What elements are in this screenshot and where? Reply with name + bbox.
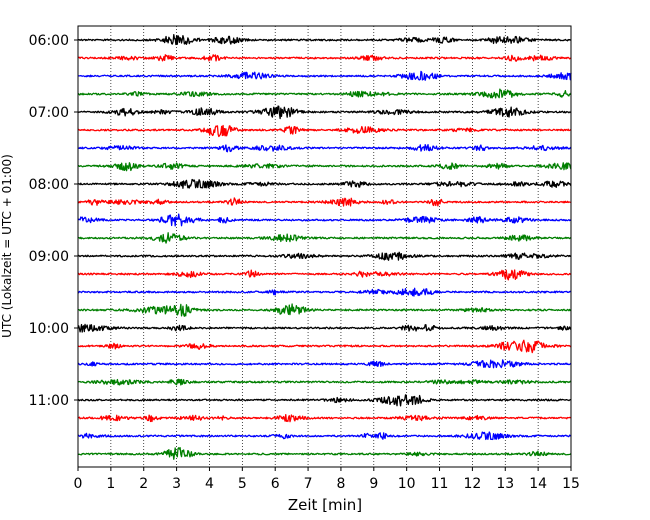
seismogram-trace <box>77 431 572 441</box>
seismogram-trace <box>77 162 572 172</box>
x-tick-label: 11 <box>431 476 449 492</box>
y-tick-label: 11:00 <box>29 393 69 409</box>
seismogram-trace <box>77 197 572 207</box>
x-tick-label: 7 <box>304 476 313 492</box>
y-tick-label: 07:00 <box>29 105 69 121</box>
x-tick-label: 4 <box>205 476 214 492</box>
seismogram-trace <box>77 144 572 153</box>
x-tick-label: 6 <box>271 476 280 492</box>
seismogram-trace <box>77 178 572 189</box>
seismogram-trace <box>77 124 572 138</box>
x-tick-label: 1 <box>106 476 115 492</box>
x-tick-label: 9 <box>369 476 378 492</box>
x-tick-label: 5 <box>238 476 247 492</box>
plot-frame <box>77 25 572 468</box>
x-tick-label: 8 <box>336 476 345 492</box>
x-tick-label: 2 <box>139 476 148 492</box>
seismogram-trace <box>77 323 572 333</box>
seismogram-trace <box>77 232 572 244</box>
seismogram-trace <box>77 287 572 297</box>
seismogram-trace <box>77 213 572 227</box>
x-tick-label: 12 <box>463 476 481 492</box>
seismogram-trace <box>77 394 572 407</box>
x-axis-label: Zeit [min] <box>288 496 362 514</box>
seismogram-trace <box>77 70 572 81</box>
seismogram-trace <box>77 251 572 261</box>
seismogram-trace <box>77 105 572 120</box>
seismogram-trace <box>77 378 572 386</box>
x-tick-label: 13 <box>496 476 514 492</box>
seismogram-trace <box>77 269 572 281</box>
seismogram-trace <box>77 34 572 46</box>
y-tick-label: 09:00 <box>29 249 69 265</box>
y-axis-ticks: 06:00 07:00 08:00 09:00 10:00 11:00 <box>29 33 78 409</box>
seismogram-trace <box>77 303 572 317</box>
seismogram-trace <box>77 413 572 423</box>
x-tick-label: 10 <box>398 476 416 492</box>
x-tick-label: 0 <box>74 476 83 492</box>
y-axis-label: UTC (Lokalzeit = UTC + 01:00) <box>0 154 14 338</box>
y-tick-label: 10:00 <box>29 321 69 337</box>
x-tick-label: 3 <box>172 476 181 492</box>
x-tick-label: 14 <box>529 476 547 492</box>
x-axis-ticks: 0 1 2 3 4 5 6 7 8 9 10 11 12 13 14 15 <box>74 467 580 492</box>
x-tick-label: 15 <box>562 476 580 492</box>
seismogram-trace <box>77 447 572 460</box>
y-tick-label: 08:00 <box>29 177 69 193</box>
seismogram-trace <box>77 54 572 62</box>
y-tick-label: 06:00 <box>29 33 69 49</box>
seismogram-traces <box>77 34 572 460</box>
seismogram-trace <box>77 339 572 354</box>
seismogram-trace <box>77 88 572 99</box>
seismogram-trace <box>77 359 572 369</box>
